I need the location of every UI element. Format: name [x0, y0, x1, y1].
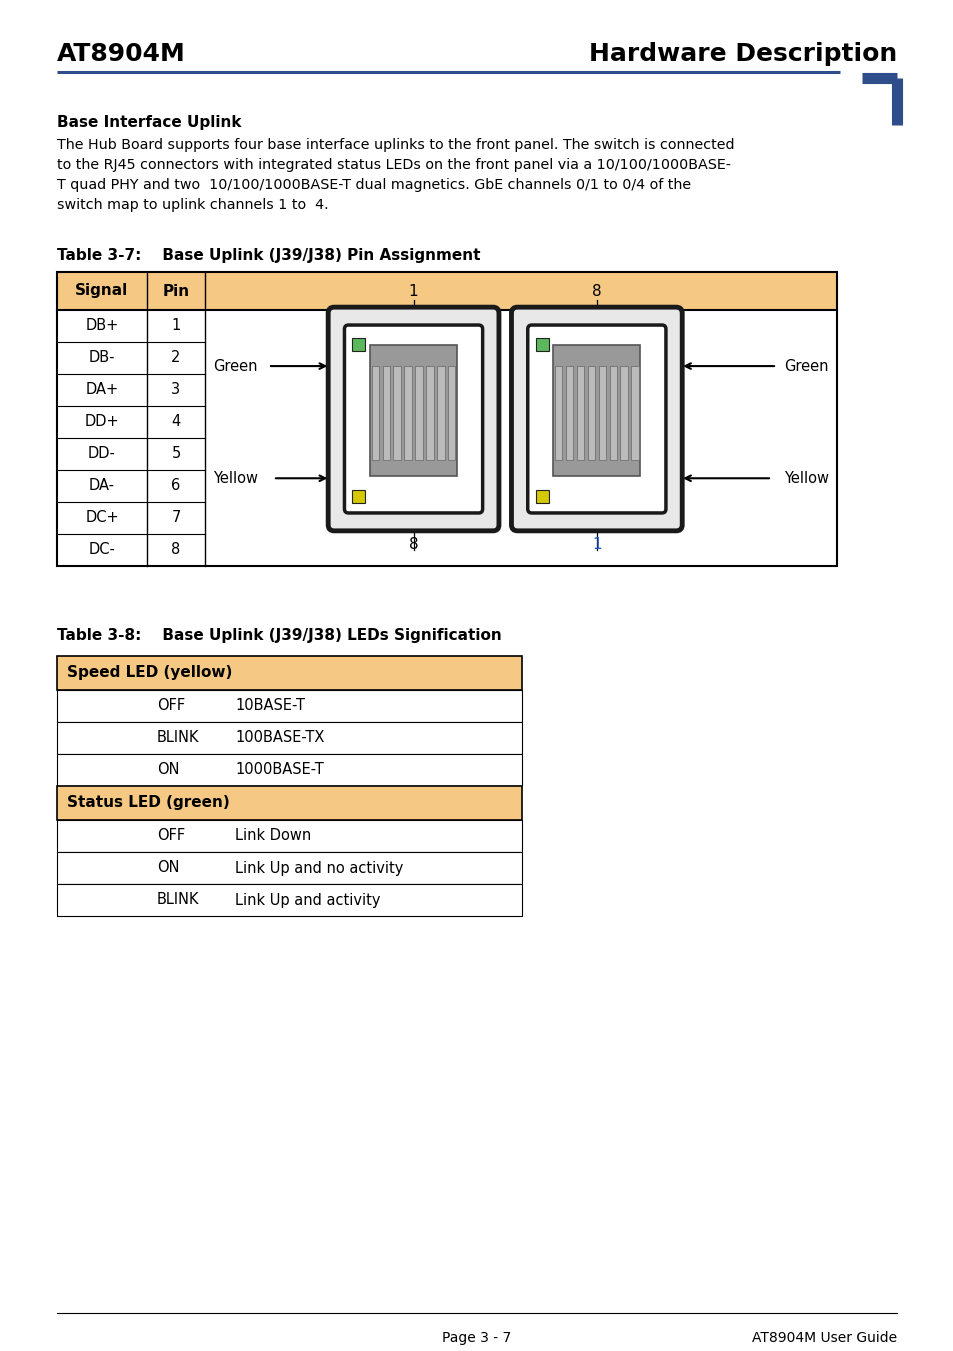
Text: DD+: DD+ — [85, 415, 119, 430]
Text: Link Up and activity: Link Up and activity — [234, 893, 380, 908]
Text: Yellow: Yellow — [783, 470, 828, 486]
Text: Base Interface Uplink: Base Interface Uplink — [57, 115, 241, 130]
Text: ON: ON — [157, 861, 179, 875]
Text: Yellow: Yellow — [213, 470, 257, 486]
FancyBboxPatch shape — [344, 326, 482, 513]
Text: 100BASE-TX: 100BASE-TX — [234, 731, 324, 746]
Text: 1: 1 — [172, 319, 180, 334]
Text: OFF: OFF — [157, 698, 185, 713]
Bar — [57, 884, 521, 916]
Bar — [382, 366, 390, 461]
Bar — [536, 338, 548, 351]
Text: 4: 4 — [172, 415, 180, 430]
Bar — [565, 366, 573, 461]
Bar — [426, 366, 434, 461]
Text: 10BASE-T: 10BASE-T — [234, 698, 305, 713]
Bar — [352, 338, 365, 351]
Text: Link Down: Link Down — [234, 828, 311, 843]
Text: DC-: DC- — [89, 543, 115, 558]
Text: Green: Green — [213, 358, 257, 374]
Text: switch map to uplink channels 1 to  4.: switch map to uplink channels 1 to 4. — [57, 199, 328, 212]
Text: 8: 8 — [592, 284, 601, 299]
Bar — [352, 490, 365, 503]
Text: DB-: DB- — [89, 350, 115, 366]
Bar — [619, 366, 627, 461]
FancyBboxPatch shape — [511, 307, 681, 531]
Text: The Hub Board supports four base interface uplinks to the front panel. The switc: The Hub Board supports four base interfa… — [57, 138, 734, 153]
Bar — [57, 852, 521, 884]
Bar — [57, 721, 521, 754]
Text: Status LED (green): Status LED (green) — [67, 796, 230, 811]
Bar — [415, 366, 422, 461]
Text: Green: Green — [783, 358, 828, 374]
Text: OFF: OFF — [157, 828, 185, 843]
Text: DC+: DC+ — [85, 511, 119, 526]
Text: 8: 8 — [172, 543, 180, 558]
Text: DD-: DD- — [88, 446, 116, 462]
Bar — [598, 366, 605, 461]
Text: BLINK: BLINK — [157, 731, 199, 746]
Bar — [57, 754, 521, 786]
Text: DA-: DA- — [89, 478, 115, 493]
Text: Table 3-8:    Base Uplink (J39/J38) LEDs Signification: Table 3-8: Base Uplink (J39/J38) LEDs Si… — [57, 628, 501, 643]
Text: BLINK: BLINK — [157, 893, 199, 908]
Text: 1000BASE-T: 1000BASE-T — [234, 762, 323, 777]
Text: DA+: DA+ — [86, 382, 118, 397]
Bar — [536, 490, 548, 503]
Text: DB+: DB+ — [85, 319, 118, 334]
Text: Signal: Signal — [75, 284, 129, 299]
Text: 8: 8 — [408, 536, 418, 553]
Text: 3: 3 — [172, 382, 180, 397]
Text: AT8904M User Guide: AT8904M User Guide — [751, 1331, 896, 1346]
Bar — [57, 657, 521, 690]
Text: 7: 7 — [172, 511, 180, 526]
Bar — [609, 366, 617, 461]
Bar — [57, 690, 521, 721]
Text: Pin: Pin — [162, 284, 190, 299]
Bar — [370, 345, 456, 476]
Bar — [555, 366, 561, 461]
Bar — [631, 366, 639, 461]
Bar — [57, 272, 836, 566]
Bar — [448, 366, 455, 461]
Text: AT8904M: AT8904M — [57, 42, 186, 66]
FancyBboxPatch shape — [328, 307, 498, 531]
Text: ON: ON — [157, 762, 179, 777]
Text: Table 3-7:    Base Uplink (J39/J38) Pin Assignment: Table 3-7: Base Uplink (J39/J38) Pin Ass… — [57, 249, 480, 263]
Bar — [587, 366, 595, 461]
Bar — [57, 272, 836, 309]
Text: 5: 5 — [172, 446, 180, 462]
Text: Speed LED (yellow): Speed LED (yellow) — [67, 666, 233, 681]
Bar — [577, 366, 583, 461]
Text: Page 3 - 7: Page 3 - 7 — [442, 1331, 511, 1346]
Text: 2: 2 — [172, 350, 180, 366]
Bar — [393, 366, 400, 461]
Bar — [436, 366, 444, 461]
Text: 1: 1 — [592, 536, 601, 553]
Bar — [553, 345, 639, 476]
Bar — [372, 366, 378, 461]
Bar — [404, 366, 412, 461]
Text: to the RJ45 connectors with integrated status LEDs on the front panel via a 10/1: to the RJ45 connectors with integrated s… — [57, 158, 730, 172]
Text: Hardware Description: Hardware Description — [588, 42, 896, 66]
Bar — [57, 786, 521, 820]
Bar — [205, 272, 836, 566]
Text: 1: 1 — [408, 284, 418, 299]
Text: Link Up and no activity: Link Up and no activity — [234, 861, 403, 875]
Bar — [57, 820, 521, 852]
Text: 6: 6 — [172, 478, 180, 493]
Text: T quad PHY and two  10/100/1000BASE-T dual magnetics. GbE channels 0/1 to 0/4 of: T quad PHY and two 10/100/1000BASE-T dua… — [57, 178, 690, 192]
FancyBboxPatch shape — [527, 326, 665, 513]
